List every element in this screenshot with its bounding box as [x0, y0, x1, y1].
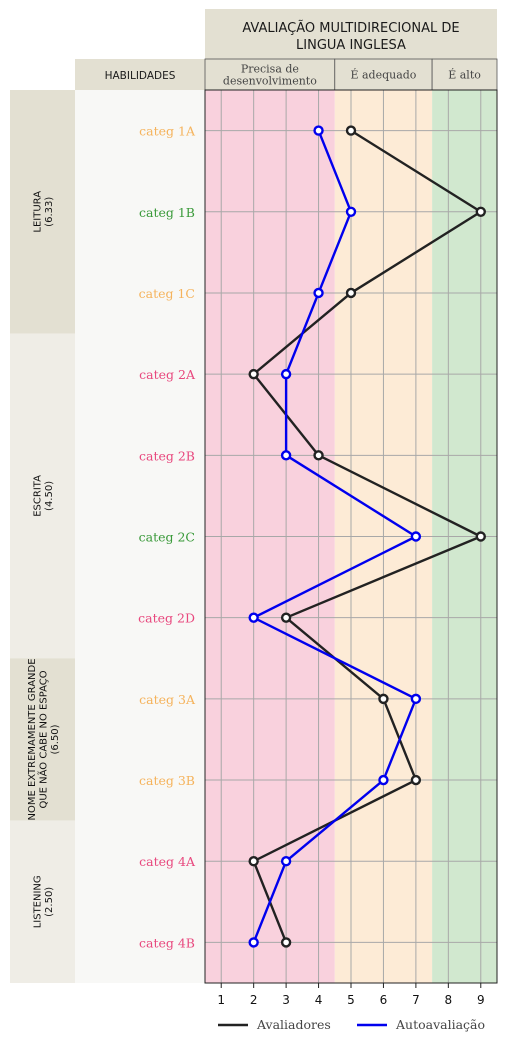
group-panels: LEITURA (6.33) ESCRITA (4.50) NOME EXTREMAME… [10, 90, 75, 983]
data-point-self [378, 774, 389, 786]
x-axis: 1 2 3 4 5 6 7 8 9 [217, 983, 485, 1007]
data-point-evaluators [280, 612, 292, 623]
category-label: categ 2A [139, 367, 196, 382]
chart-title-line1: AVALIAÇÃO MULTIDIRECIONAL DE [242, 20, 459, 36]
x-tick-label: 9 [477, 993, 485, 1007]
data-point-self [410, 693, 422, 705]
data-point-self [280, 450, 292, 461]
data-point-evaluators [345, 287, 357, 299]
skills-header: HABILIDADES [105, 70, 176, 82]
skill-group-name: (2.50) [44, 887, 55, 917]
legend: Avaliadores Autoavaliação [218, 1017, 485, 1032]
x-tick-label: 6 [380, 993, 388, 1007]
x-tick-label: 5 [347, 993, 355, 1007]
data-point-self [313, 125, 324, 136]
skill-group-name: (6.33) [44, 197, 55, 227]
category-label: categ 4B [139, 935, 195, 950]
skill-group-panel [10, 658, 75, 821]
x-tick-label: 4 [315, 993, 323, 1007]
data-point-self [410, 531, 422, 542]
skill-group-panel [10, 90, 75, 334]
data-point-evaluators [378, 693, 389, 705]
band-label: É alto [448, 68, 481, 82]
category-label: categ 3A [139, 692, 196, 707]
x-tick-label: 3 [282, 993, 290, 1007]
category-label: categ 3B [139, 773, 195, 788]
skill-group-name: (6.50) [50, 724, 61, 754]
data-point-self [345, 206, 357, 217]
data-point-evaluators [410, 774, 422, 786]
skill-group-label: ESCRITA (4.50) [33, 475, 56, 517]
category-label: categ 2D [138, 611, 195, 626]
data-point-self [280, 856, 292, 867]
x-tick-label: 1 [217, 993, 225, 1007]
category-label: categ 2C [139, 530, 195, 545]
skills-header-box [75, 59, 205, 90]
legend-label: Autoavaliação [395, 1017, 485, 1032]
category-labels: categ 1A categ 1B categ 1C categ 2A categ 2B… [138, 124, 196, 951]
title-box [205, 9, 497, 59]
data-point-evaluators [313, 450, 324, 461]
band-label: Precisa de [241, 63, 299, 76]
data-point-self [248, 612, 259, 623]
skill-group-panel [10, 820, 75, 983]
skill-group-panel [10, 333, 75, 659]
skill-group-name: (4.50) [44, 481, 55, 511]
skill-group-name: QUE NÃO CABE NO ESPAÇO [37, 670, 50, 808]
skill-group-name: LEITURA [33, 191, 44, 233]
skill-group-name: ESCRITA [33, 475, 44, 517]
data-point-evaluators [475, 531, 486, 542]
band-label: desenvolvimento [223, 75, 317, 88]
chart-title-line2: LINGUA INGLESA [296, 38, 406, 53]
legend-label: Avaliadores [256, 1017, 331, 1032]
category-panel [75, 90, 205, 983]
band-header-box [334, 58, 433, 91]
skill-group-label: LISTENING (2.50) [33, 875, 56, 928]
band-label: É adequado [350, 68, 416, 82]
x-tick-label: 8 [445, 993, 453, 1007]
category-label: categ 4A [139, 854, 196, 869]
category-label: categ 1A [139, 124, 196, 139]
category-label: categ 1B [139, 205, 195, 220]
data-point-self [313, 287, 324, 299]
skill-group-name: LISTENING [33, 875, 44, 928]
data-point-evaluators [345, 125, 357, 136]
category-label: categ 2B [139, 448, 195, 463]
series-layer [248, 125, 486, 948]
skill-group-name: NOME EXTREMAMENTE GRANDE [27, 658, 38, 820]
data-point-evaluators [475, 206, 486, 217]
data-point-evaluators [248, 368, 259, 380]
data-point-evaluators [248, 856, 259, 867]
data-point-self [248, 937, 259, 948]
data-point-evaluators [280, 937, 292, 948]
band-header-box [431, 58, 498, 91]
x-tick-label: 7 [412, 993, 420, 1007]
skill-group-label: LEITURA (6.33) [33, 191, 56, 233]
category-label: categ 1C [139, 286, 195, 301]
skill-group-label: NOME EXTREMAMENTE GRANDE QUE NÃO CABE NO … [27, 658, 61, 820]
data-point-self [280, 368, 292, 380]
x-tick-label: 2 [250, 993, 258, 1007]
